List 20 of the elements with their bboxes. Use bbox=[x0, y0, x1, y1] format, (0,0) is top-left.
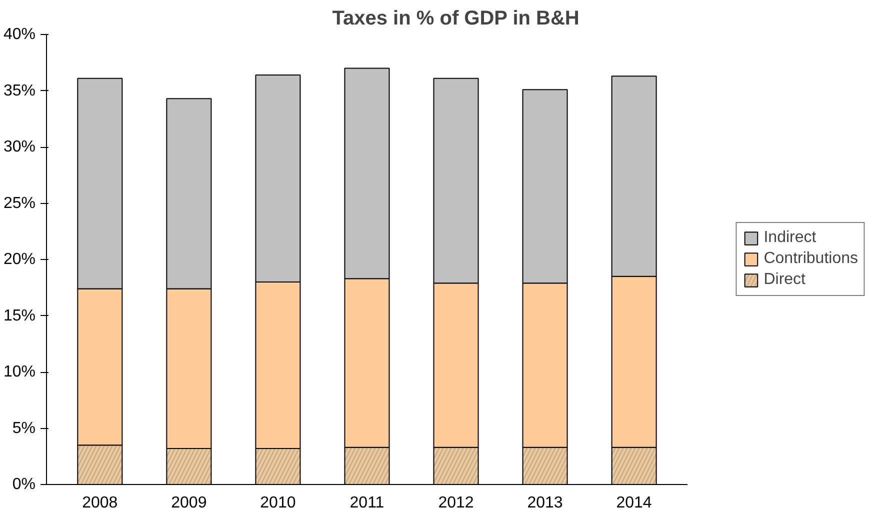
y-tick-label: 0% bbox=[12, 476, 36, 493]
x-tick-label: 2010 bbox=[260, 494, 296, 512]
y-tick-label: 35% bbox=[3, 82, 36, 100]
legend-label: Contributions bbox=[764, 250, 858, 268]
y-tick-label: 15% bbox=[3, 307, 36, 324]
y-tick-label: 10% bbox=[3, 364, 36, 380]
x-tick-label: 2012 bbox=[438, 494, 474, 512]
y-tick-label: 20% bbox=[3, 251, 36, 268]
legend-label: Direct bbox=[764, 271, 806, 289]
y-tick-label: 5% bbox=[12, 420, 36, 437]
x-tick-label: 2009 bbox=[171, 494, 207, 512]
y-tick-label: 25% bbox=[3, 194, 36, 212]
x-tick-label: 2011 bbox=[350, 494, 384, 512]
x-tick-label: 2014 bbox=[616, 494, 652, 512]
y-tick-label: 30% bbox=[3, 138, 36, 156]
y-tick-label: 40% bbox=[3, 26, 36, 43]
chart-title: Taxes in % of GDP in B&H bbox=[332, 8, 580, 30]
x-tick-label: 2013 bbox=[527, 494, 563, 512]
x-tick-label: 2008 bbox=[82, 494, 118, 512]
legend-label: Indirect bbox=[764, 229, 816, 247]
